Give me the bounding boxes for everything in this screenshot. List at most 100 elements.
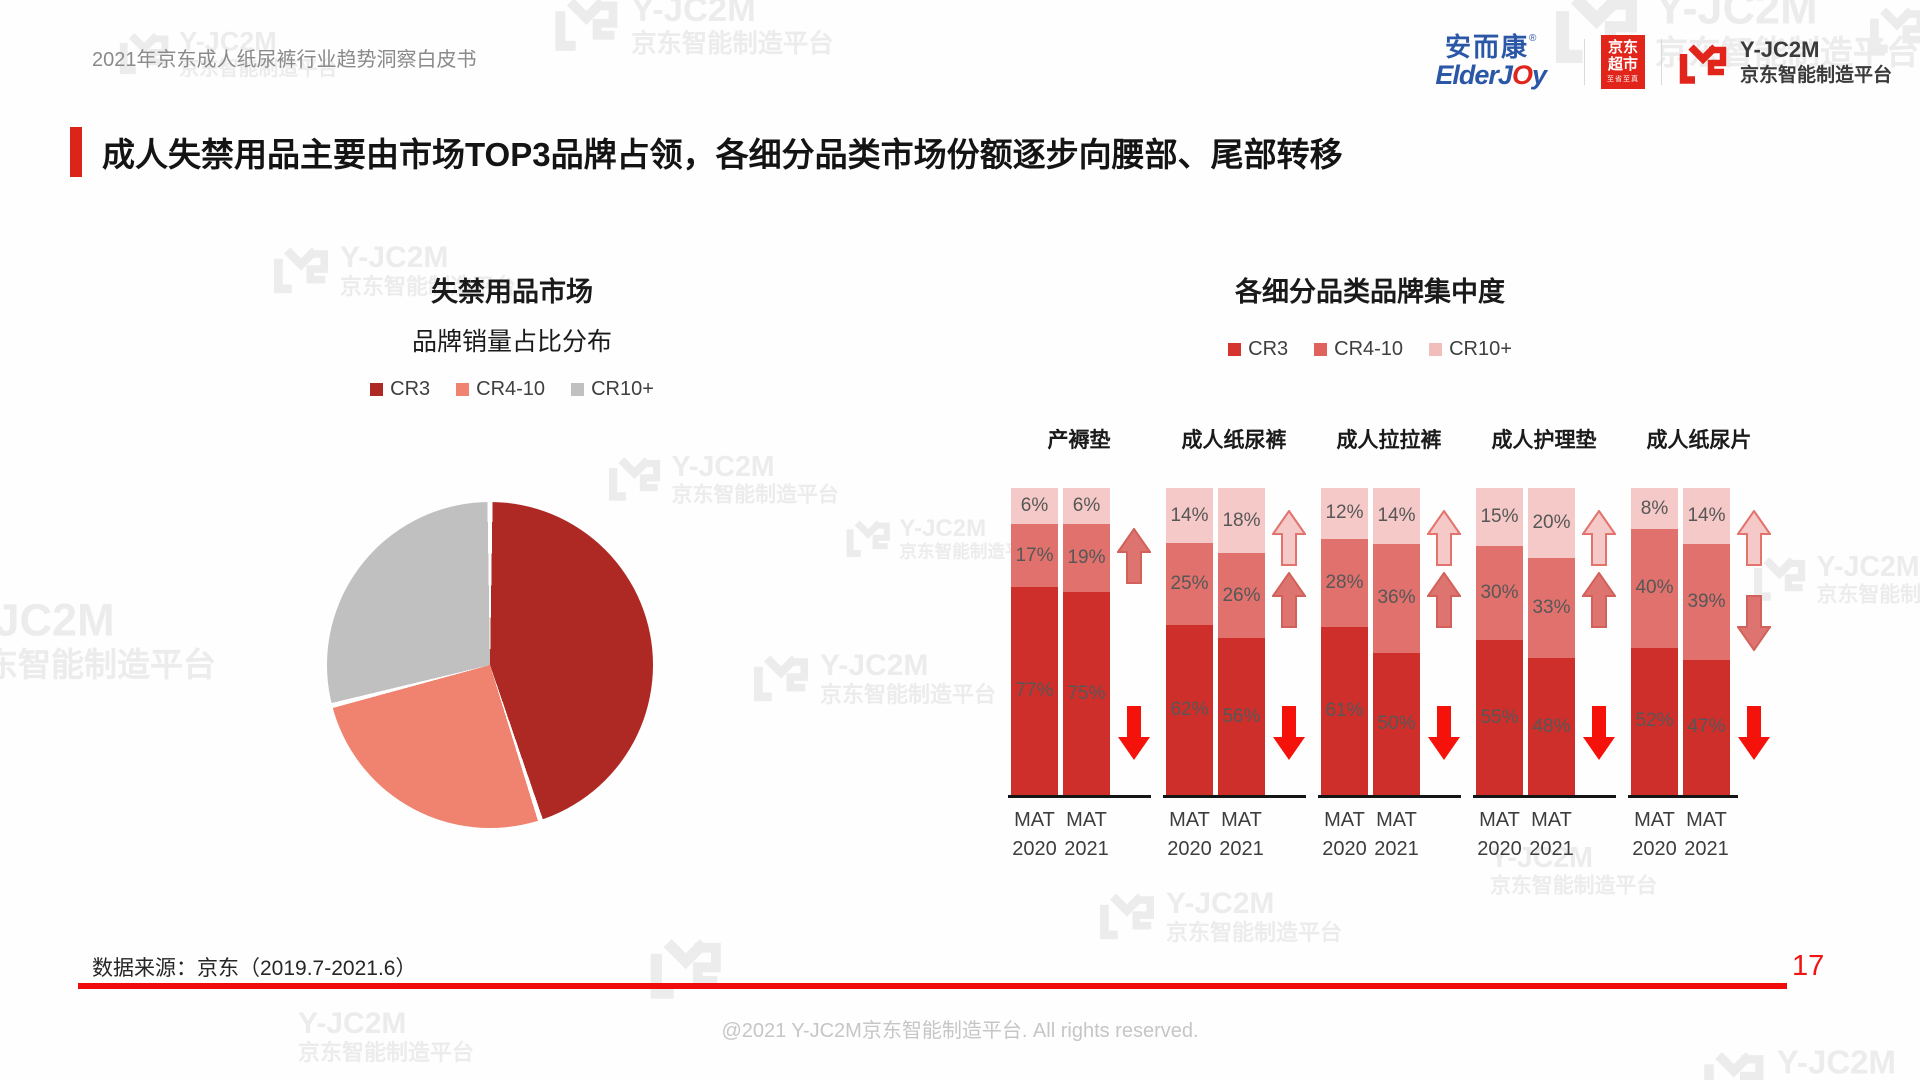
bar-segment-cr4-10: 30%: [1476, 546, 1523, 641]
trend-up-arrow-cr10: [1582, 510, 1616, 566]
legend-swatch-icon: [456, 383, 470, 396]
page-title: 成人失禁用品主要由市场TOP3品牌占领，各细分品类市场份额逐步向腰部、尾部转移: [102, 136, 1343, 173]
segment-value-label: 14%: [1687, 504, 1726, 526]
logo-row: 安而康® ElderJOy 京东 超市 至省至真 Y-JC2M 京东智能制造平台: [1435, 30, 1892, 94]
x-axis-tick-label: MAT 2021: [1374, 809, 1419, 860]
legend-swatch-icon: [1314, 343, 1328, 356]
pie-chart-subtitle: 品牌销量占比分布: [411, 328, 612, 356]
jd-supermarket-logo: 京东 超市 至省至真: [1600, 35, 1645, 89]
legend-item: CR4-10: [456, 378, 545, 401]
category-label: 产褥垫: [1047, 429, 1111, 452]
trend-down-arrow-cr3: [1118, 706, 1150, 760]
stacked-bar: 15% 30% 55%: [1476, 488, 1523, 795]
stacked-bar: 6% 19% 75%: [1063, 488, 1110, 795]
segment-value-label: 33%: [1532, 597, 1571, 619]
category-label: 成人护理垫: [1491, 429, 1597, 452]
segment-value-label: 62%: [1170, 699, 1209, 721]
bar-segment-cr3: 61%: [1321, 627, 1368, 795]
trend-up-arrow-cr410: [1117, 528, 1151, 584]
segment-value-label: 56%: [1222, 705, 1261, 727]
segment-value-label: 19%: [1067, 547, 1106, 569]
segment-value-label: 30%: [1480, 582, 1519, 604]
legend-swatch-icon: [370, 383, 384, 396]
segment-value-label: 61%: [1325, 700, 1364, 722]
segment-value-label: 18%: [1222, 509, 1261, 531]
bar-segment-cr10plus: 18%: [1218, 488, 1265, 554]
stacked-bar: 12% 28% 61%: [1321, 488, 1368, 795]
legend-label: CR10+: [591, 378, 654, 400]
x-axis-tick-label: MAT 2021: [1064, 809, 1109, 860]
trend-up-arrow-cr410: [1427, 572, 1461, 628]
segment-value-label: 26%: [1222, 584, 1261, 606]
segment-value-label: 40%: [1635, 577, 1674, 599]
bar-segment-cr3: 55%: [1476, 640, 1523, 795]
segment-value-label: 14%: [1377, 504, 1416, 526]
legend-label: CR10+: [1449, 338, 1512, 360]
pie-chart-title: 失禁用品市场: [431, 277, 593, 307]
bar-segment-cr4-10: 28%: [1321, 538, 1368, 628]
bar-group-1: 产褥垫 6% 17% 77% MAT 2020 6% 19% 75% MAT 2021: [1008, 424, 1151, 894]
brand-watermark: [648, 932, 723, 1000]
bar-segment-cr4-10: 19%: [1063, 524, 1110, 593]
stacked-bar: 18% 26% 56%: [1218, 488, 1265, 795]
x-axis-line: [1008, 795, 1151, 798]
bar-group-4: 成人护理垫 15% 30% 55% MAT 2020 20% 33% 48% MAT 2021: [1473, 424, 1616, 894]
elderjoy-cn: 安而康®: [1444, 32, 1537, 63]
segment-value-label: 52%: [1635, 710, 1674, 732]
segment-value-label: 8%: [1640, 497, 1669, 519]
trend-down-arrow-cr410: [1737, 595, 1771, 651]
segment-value-label: 55%: [1480, 706, 1519, 728]
yjc2m-text: Y-JC2M 京东智能制造平台: [1739, 37, 1892, 86]
stacked-bar: 6% 17% 77%: [1011, 488, 1058, 795]
pie-chart: [327, 502, 653, 828]
stacked-bar: 14% 25% 62%: [1166, 488, 1213, 795]
bar-segment-cr10plus: 8%: [1631, 488, 1678, 530]
legend-item: CR3: [1228, 338, 1288, 361]
legend-label: CR3: [1248, 338, 1289, 360]
category-label: 成人纸尿片: [1646, 429, 1752, 452]
trend-down-arrow-cr3: [1273, 706, 1305, 760]
trend-up-arrow-cr10: [1272, 510, 1306, 566]
copyright-footer: @2021 Y-JC2M京东智能制造平台. All rights reserve…: [721, 1020, 1199, 1042]
brand-watermark: Y-JC2M京东智能制造平台: [0, 598, 216, 685]
bar-segment-cr4-10: 40%: [1631, 529, 1678, 648]
legend-label: CR3: [390, 378, 431, 400]
trend-down-arrow-cr3: [1583, 706, 1615, 760]
bar-segment-cr10plus: 14%: [1373, 488, 1420, 544]
yjc2m-mark-icon: [754, 655, 808, 702]
trend-arrows: [1425, 488, 1461, 795]
trend-arrows: [1580, 488, 1616, 795]
bar-segment-cr10plus: 20%: [1528, 488, 1575, 558]
x-axis-tick-label: MAT 2020: [1322, 809, 1367, 860]
elderjoy-en: ElderJOy: [1435, 60, 1547, 91]
segment-value-label: 36%: [1377, 587, 1416, 609]
stacked-bar: 8% 40% 52%: [1631, 488, 1678, 795]
legend-item: CR3: [370, 378, 430, 401]
yjc2m-mark-icon: [608, 457, 661, 501]
bar-chart-title: 各细分品类品牌集中度: [1235, 277, 1505, 307]
elderjoy-logo: 安而康® ElderJOy: [1435, 32, 1547, 91]
category-label: 成人拉拉裤: [1336, 429, 1442, 452]
category-label: 成人纸尿裤: [1181, 429, 1287, 452]
stacked-bar: 14% 39% 47%: [1683, 488, 1730, 795]
legend-item: CR10+: [1429, 338, 1512, 361]
legend-label: CR4-10: [476, 378, 546, 400]
x-axis-line: [1628, 795, 1738, 798]
legend-item: CR4-10: [1314, 338, 1403, 361]
watermark-text: Y-JC2M京东智能制造平台: [1776, 1044, 1897, 1080]
legend-swatch-icon: [571, 383, 585, 396]
watermark-text: Y-JC2M京东智能制造平台: [0, 596, 217, 683]
segment-value-label: 75%: [1067, 682, 1106, 704]
document-subtitle: 2021年京东成人纸尿裤行业趋势洞察白皮书: [92, 49, 477, 71]
bar-segment-cr3: 62%: [1166, 625, 1213, 795]
bar-segment-cr4-10: 33%: [1528, 557, 1575, 659]
segment-value-label: 28%: [1325, 572, 1364, 594]
yjc2m-mark-icon: [1100, 893, 1154, 940]
segment-value-label: 77%: [1015, 680, 1054, 702]
yjc2m-mark-icon: [650, 939, 721, 999]
